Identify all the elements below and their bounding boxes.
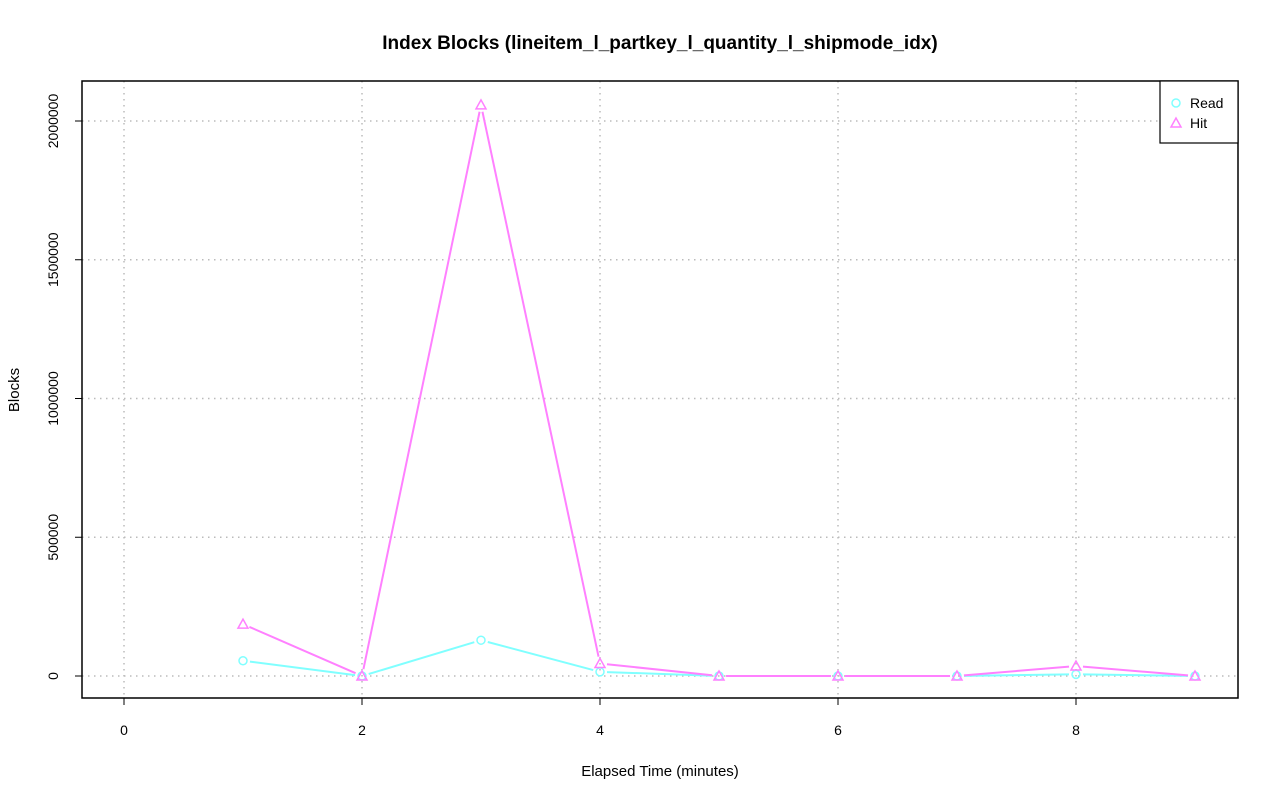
hit-point — [1069, 659, 1083, 671]
hit-point — [1188, 669, 1202, 681]
plot-frame — [81, 80, 1239, 699]
x-tick-label: 6 — [834, 722, 842, 738]
read-point — [238, 655, 248, 666]
read-line-segment — [963, 673, 1070, 677]
hit-point — [355, 669, 369, 681]
y-tick-label: 2000000 — [45, 94, 61, 149]
x-tick-label: 4 — [596, 722, 604, 738]
hit-point — [593, 656, 607, 669]
hit-point — [712, 669, 726, 681]
legend-read-icon — [1171, 98, 1181, 108]
read-line-segment — [606, 671, 713, 677]
legend: Read Hit — [1159, 80, 1239, 144]
hit-line-segment — [249, 625, 356, 675]
y-tick-label: 0 — [45, 672, 61, 680]
hit-point — [474, 98, 488, 110]
series-layer — [236, 98, 1202, 681]
legend-hit-label: Hit — [1190, 115, 1207, 131]
hit-line-segment — [481, 111, 600, 657]
read-line-segment — [368, 641, 475, 675]
hit-point — [950, 669, 964, 681]
read-line-segment — [249, 660, 356, 677]
grid — [82, 81, 1238, 698]
legend-box — [1159, 80, 1239, 144]
hit-line-segment — [606, 663, 713, 677]
chart-title: Index Blocks (lineitem_l_partkey_l_quant… — [382, 33, 937, 54]
x-tick-label: 8 — [1072, 722, 1080, 738]
read-line-segment — [1082, 673, 1189, 677]
read-line-segment — [487, 641, 594, 672]
x-axis-label: Elapsed Time (minutes) — [581, 763, 739, 780]
hit-line-segment — [362, 111, 481, 670]
hit-line-segment — [963, 665, 1070, 677]
legend-hit-icon — [1169, 116, 1183, 128]
read-point — [1071, 669, 1081, 680]
legend-read-label: Read — [1190, 95, 1223, 111]
y-tick-label: 1500000 — [45, 232, 61, 287]
y-tick-label: 500000 — [45, 514, 61, 561]
hit-line-segment — [1082, 665, 1189, 677]
axes: 0 2 4 6 8 0 500000 1000000 1500000 2000000 — [45, 94, 1080, 738]
x-tick-label: 2 — [358, 722, 366, 738]
hit-point — [236, 617, 250, 629]
x-tick-label: 0 — [120, 722, 128, 738]
read-point — [476, 635, 486, 645]
y-axis-label: Blocks — [6, 368, 23, 412]
y-tick-label: 1000000 — [45, 371, 61, 426]
hit-point — [831, 669, 845, 681]
